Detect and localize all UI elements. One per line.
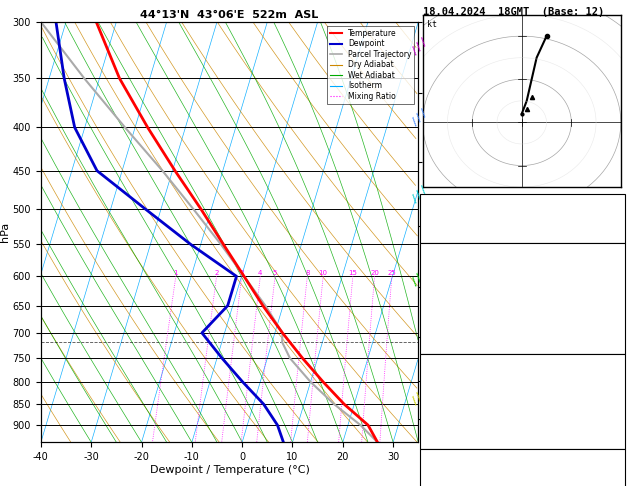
- Text: 3: 3: [240, 270, 244, 277]
- Text: 74: 74: [611, 433, 621, 442]
- Text: PW (cm): PW (cm): [423, 227, 461, 237]
- Text: -13: -13: [605, 482, 621, 486]
- Text: CIN (J): CIN (J): [423, 338, 461, 347]
- Text: LCL: LCL: [419, 338, 434, 347]
- Text: -2: -2: [611, 307, 621, 316]
- Text: ///: ///: [409, 35, 430, 57]
- Legend: Temperature, Dewpoint, Parcel Trajectory, Dry Adiabat, Wet Adiabat, Isotherm, Mi: Temperature, Dewpoint, Parcel Trajectory…: [327, 26, 415, 104]
- Text: ///: ///: [409, 106, 430, 127]
- Text: 74: 74: [611, 338, 621, 347]
- Text: Totals Totals: Totals Totals: [423, 212, 493, 221]
- Text: 2: 2: [214, 270, 219, 277]
- Text: CAPE (J): CAPE (J): [423, 322, 466, 331]
- Text: ///: ///: [409, 266, 430, 288]
- Text: 18.04.2024  18GMT  (Base: 12): 18.04.2024 18GMT (Base: 12): [423, 7, 604, 17]
- Text: 10: 10: [319, 270, 328, 277]
- Text: kt: kt: [426, 20, 437, 29]
- Text: 47: 47: [611, 212, 621, 221]
- Text: 327: 327: [605, 291, 621, 300]
- Text: 26.9: 26.9: [600, 260, 621, 269]
- Text: Lifted Index: Lifted Index: [423, 402, 488, 411]
- Text: -2: -2: [611, 402, 621, 411]
- Text: CAPE (J): CAPE (J): [423, 417, 466, 427]
- Text: ///: ///: [409, 184, 430, 205]
- Text: 4: 4: [258, 270, 262, 277]
- Text: 1.34: 1.34: [600, 227, 621, 237]
- Y-axis label: km
ASL: km ASL: [435, 223, 457, 241]
- Text: 327: 327: [605, 386, 621, 396]
- Text: 8: 8: [305, 270, 309, 277]
- Text: ///: ///: [409, 385, 430, 407]
- Text: 15: 15: [348, 270, 357, 277]
- Text: 1: 1: [616, 466, 621, 475]
- Y-axis label: hPa: hPa: [0, 222, 10, 242]
- Text: Dewp (°C): Dewp (°C): [423, 276, 472, 285]
- Text: 353: 353: [605, 417, 621, 427]
- Text: 5: 5: [273, 270, 277, 277]
- X-axis label: Dewpoint / Temperature (°C): Dewpoint / Temperature (°C): [150, 465, 309, 475]
- Text: K: K: [423, 196, 429, 206]
- Text: Surface: Surface: [502, 244, 543, 255]
- Text: EH: EH: [423, 466, 434, 475]
- Text: CIN (J): CIN (J): [423, 433, 461, 442]
- Text: 1: 1: [174, 270, 178, 277]
- Title: 44°13'N  43°06'E  522m  ASL: 44°13'N 43°06'E 522m ASL: [140, 10, 319, 20]
- Text: θₑ (K): θₑ (K): [423, 386, 455, 396]
- Text: θₑ(K): θₑ(K): [423, 291, 450, 300]
- Text: © weatheronline.co.uk: © weatheronline.co.uk: [470, 471, 575, 480]
- Text: SREH: SREH: [423, 482, 445, 486]
- Text: Temp (°C): Temp (°C): [423, 260, 472, 269]
- Text: Most Unstable: Most Unstable: [484, 355, 560, 365]
- Text: Lifted Index: Lifted Index: [423, 307, 488, 316]
- Text: 15: 15: [611, 196, 621, 206]
- Text: 943: 943: [605, 371, 621, 380]
- Text: 353: 353: [605, 322, 621, 331]
- Text: 25: 25: [387, 270, 396, 277]
- Text: 8.2: 8.2: [605, 276, 621, 285]
- Text: Pressure (mb): Pressure (mb): [423, 371, 493, 380]
- Text: 20: 20: [370, 270, 379, 277]
- Text: Hodograph: Hodograph: [496, 451, 549, 461]
